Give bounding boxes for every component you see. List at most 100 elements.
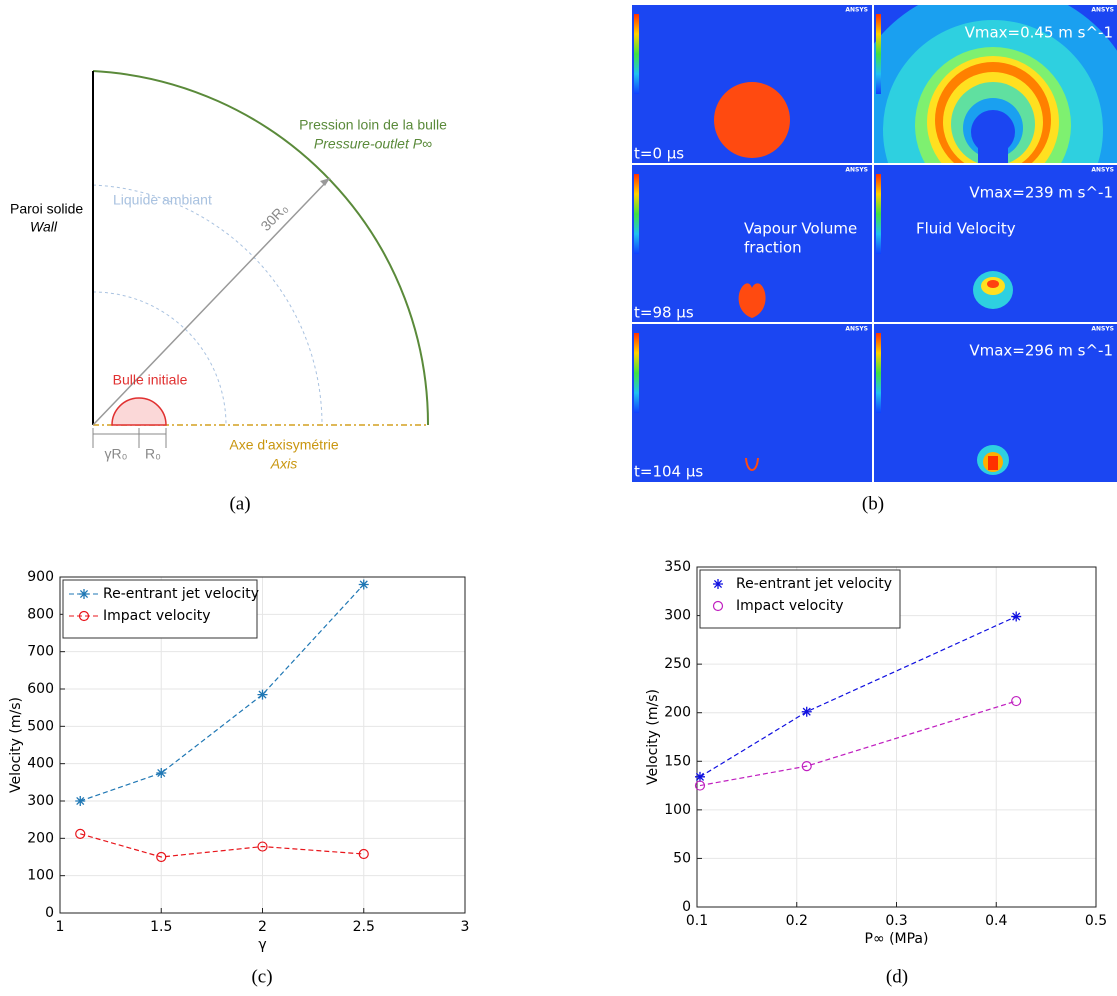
y-tick-label: 300 <box>664 608 691 624</box>
axis-label: Axe d'axisymétrie <box>229 437 338 453</box>
y-tick-label: 100 <box>27 868 54 884</box>
y-axis-label: Velocity (m/s) <box>8 697 24 793</box>
liquid-label: Liquide ambiant <box>113 192 212 208</box>
marker <box>1011 611 1022 622</box>
marker <box>156 768 167 778</box>
marker <box>257 841 268 852</box>
x-tick-label: 3 <box>461 919 470 935</box>
arrow-head <box>320 178 330 186</box>
far-label: Pression loin de la bulle <box>299 117 447 133</box>
marker <box>801 761 812 772</box>
legend-label: Impact velocity <box>103 608 211 624</box>
y-tick-label: 250 <box>664 656 691 672</box>
panel-label: Vapour Volume <box>744 220 857 238</box>
bubble <box>111 397 167 426</box>
brand: ANSYS <box>1091 7 1114 14</box>
dashed-arc <box>92 184 323 426</box>
legend-marker <box>78 610 90 622</box>
bubble-shape <box>745 457 759 471</box>
legend-marker <box>713 579 723 589</box>
panel-label: Fluid Velocity <box>916 220 1016 238</box>
series-line <box>80 833 364 858</box>
axis-label-en: Axis <box>270 456 297 472</box>
y-axis-label: Velocity (m/s) <box>645 689 661 785</box>
r0-label: R₀ <box>145 446 161 462</box>
y-tick-label: 800 <box>27 606 54 622</box>
y-tick-label: 600 <box>27 681 54 697</box>
legend-label: Impact velocity <box>736 598 844 614</box>
panel-label: fraction <box>744 239 802 257</box>
marker <box>257 689 268 700</box>
x-tick-label: 0.2 <box>786 913 808 929</box>
caption: (a) <box>229 493 250 514</box>
y-tick-label: 150 <box>664 753 691 769</box>
y-tick-label: 300 <box>27 793 54 809</box>
y-tick-label: 400 <box>27 756 54 772</box>
wall-label-en: Wall <box>30 219 58 235</box>
x-tick-label: 0.1 <box>686 913 708 929</box>
marker <box>801 706 812 717</box>
x-tick-label: 1 <box>56 919 65 935</box>
outer-boundary <box>92 70 430 426</box>
legend-box <box>699 569 901 629</box>
bubble-shape <box>738 283 766 318</box>
y-tick-label: 50 <box>673 850 691 866</box>
colorbars <box>634 14 881 413</box>
x-tick-label: 0.3 <box>885 913 907 929</box>
bubble-shape <box>714 82 790 158</box>
brand: ANSYS <box>845 167 868 174</box>
y-tick-label: 500 <box>27 718 54 734</box>
vmax-label: Vmax=0.45 m s^-1 <box>965 24 1113 42</box>
marker <box>358 848 369 860</box>
velocity-blob <box>987 280 999 288</box>
legend-marker <box>79 589 89 599</box>
marker <box>694 771 705 782</box>
y-tick-label: 200 <box>664 705 691 721</box>
series-line <box>80 584 365 802</box>
marker <box>694 780 706 791</box>
time-label: t=104 µs <box>634 463 703 481</box>
y-tick-label: 700 <box>27 644 54 660</box>
vmax-label: Vmax=239 m s^-1 <box>969 184 1113 202</box>
marker <box>156 851 167 863</box>
series-line <box>699 700 1017 787</box>
time-label: t=98 µs <box>634 304 694 322</box>
velocity-field <box>874 5 1117 163</box>
y-tick-label: 900 <box>27 569 54 585</box>
x-axis-label: P∞ (MPa) <box>865 931 929 947</box>
diagram: Paroi solide Wall Pression loin de la bu… <box>10 70 447 472</box>
brand: ANSYS <box>845 326 868 333</box>
vmax-label: Vmax=296 m s^-1 <box>969 342 1113 360</box>
wall-label: Paroi solide <box>10 201 83 217</box>
plot-frame <box>696 566 1097 908</box>
plot-frame <box>59 576 466 914</box>
marker <box>75 828 86 839</box>
radius-label: 30R₀ <box>257 200 291 234</box>
x-tick-label: 0.5 <box>1085 913 1107 929</box>
bubble-label: Bulle initiale <box>113 372 188 388</box>
legend-label: Re-entrant jet velocity <box>103 586 259 602</box>
velocity-blob <box>988 456 998 470</box>
y-tick-label: 350 <box>664 559 691 575</box>
legend-marker <box>712 600 724 612</box>
legend-box <box>62 579 258 639</box>
y-tick-label: 200 <box>27 830 54 846</box>
caption: (b) <box>862 493 884 514</box>
marker <box>1011 695 1022 707</box>
gamma-label: γR₀ <box>105 446 128 462</box>
legend-label: Re-entrant jet velocity <box>736 576 892 592</box>
x-tick-label: 1.5 <box>150 919 172 935</box>
x-tick-label: 2.5 <box>353 919 375 935</box>
marker <box>358 579 369 590</box>
caption: (d) <box>886 966 908 987</box>
far-label-en: Pressure-outlet P∞ <box>314 136 432 152</box>
caption: (c) <box>251 966 272 987</box>
marker <box>75 796 86 806</box>
brand: ANSYS <box>1091 326 1114 333</box>
brand: ANSYS <box>1091 167 1114 174</box>
series-line <box>699 615 1017 778</box>
x-axis-label: γ <box>258 937 266 953</box>
x-tick-label: 2 <box>258 919 267 935</box>
y-tick-label: 0 <box>45 905 54 921</box>
